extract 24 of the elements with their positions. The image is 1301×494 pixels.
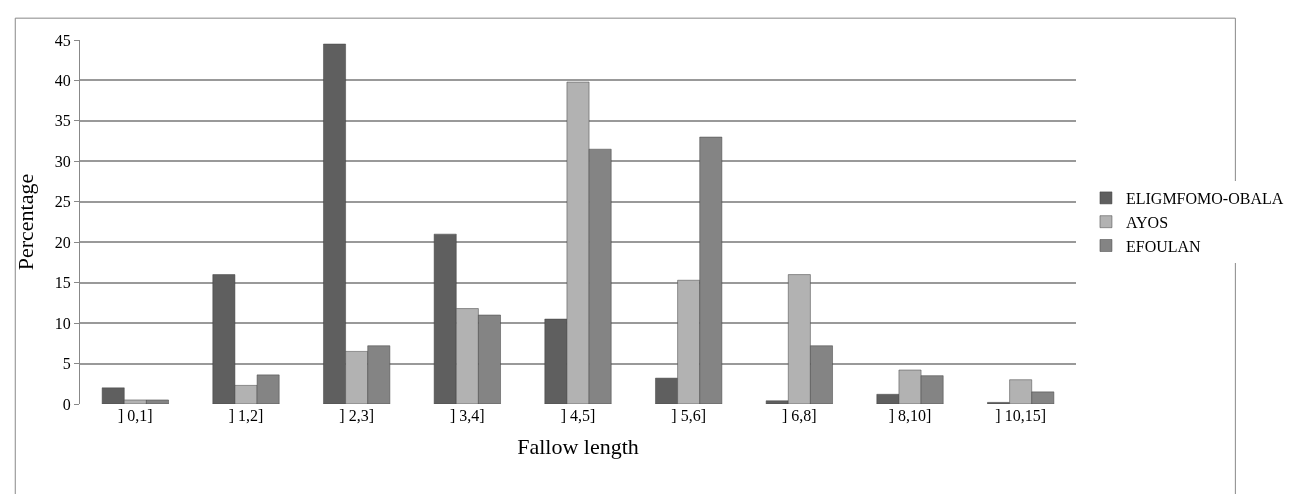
x-tick-label: ] 6,8] [782,407,817,424]
y-tick-label: 30 [54,152,71,170]
y-tick-label: 45 [54,31,71,49]
legend-label: ELIGMFOMO-OBALA [1125,190,1284,208]
x-tick-label: ] 10,15] [995,407,1046,424]
y-tick-label: 10 [54,314,71,332]
x-tick-label: ] 5,6] [671,407,706,424]
y-tick-label: 25 [54,193,71,211]
y-tick-label: 15 [54,274,71,292]
x-tick-label: ] 3,4] [450,407,485,424]
x-tick-label: ] 2,3] [339,407,374,424]
y-tick-label: 40 [54,72,71,90]
x-tick-label: ] 4,5] [560,407,596,424]
y-axis-title: Percentage [12,173,38,271]
x-tick-label: ] 0,1] [118,407,153,424]
x-tick-label: ] 8,10] [888,407,932,424]
y-tick-label: 5 [62,355,71,373]
y-tick-label: 0 [62,395,71,413]
x-tick-label: ] 1,2] [228,407,264,424]
y-tick-label: 35 [54,112,71,130]
y-tick-label: 20 [54,233,71,251]
x-axis-title: Fallow length [517,433,639,459]
legend-label: EFOULAN [1125,237,1202,255]
legend-label: AYOS [1125,213,1169,231]
